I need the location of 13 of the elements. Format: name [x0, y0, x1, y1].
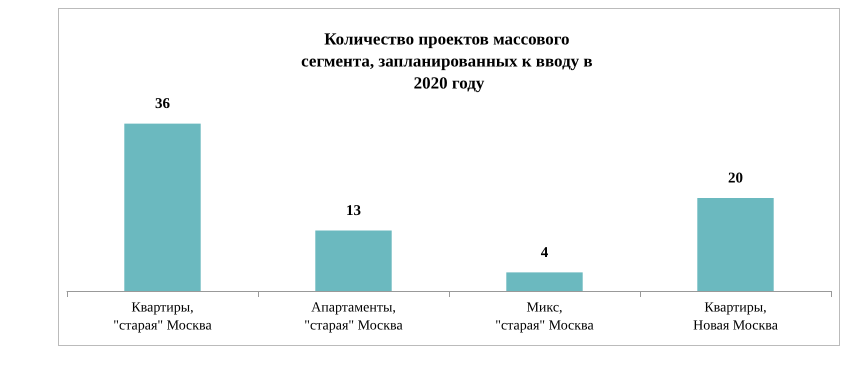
bar	[697, 198, 774, 291]
bar	[315, 230, 392, 291]
chart-title: Количество проектов массового сегмента, запланированных к вводу в 2020 году	[301, 30, 597, 92]
x-tick-label: Микс, "старая" Москва	[495, 300, 594, 334]
x-tick-label: Квартиры, Новая Москва	[693, 300, 779, 334]
bar	[506, 272, 583, 291]
x-tick-label: Апартаменты, "старая" Москва	[304, 300, 404, 334]
data-label: 20	[728, 170, 743, 186]
x-tick-label: Квартиры, "старая" Москва	[113, 300, 212, 334]
bar	[124, 124, 201, 291]
data-label: 4	[540, 244, 549, 261]
data-label: 36	[155, 96, 170, 112]
data-label: 13	[346, 203, 361, 220]
